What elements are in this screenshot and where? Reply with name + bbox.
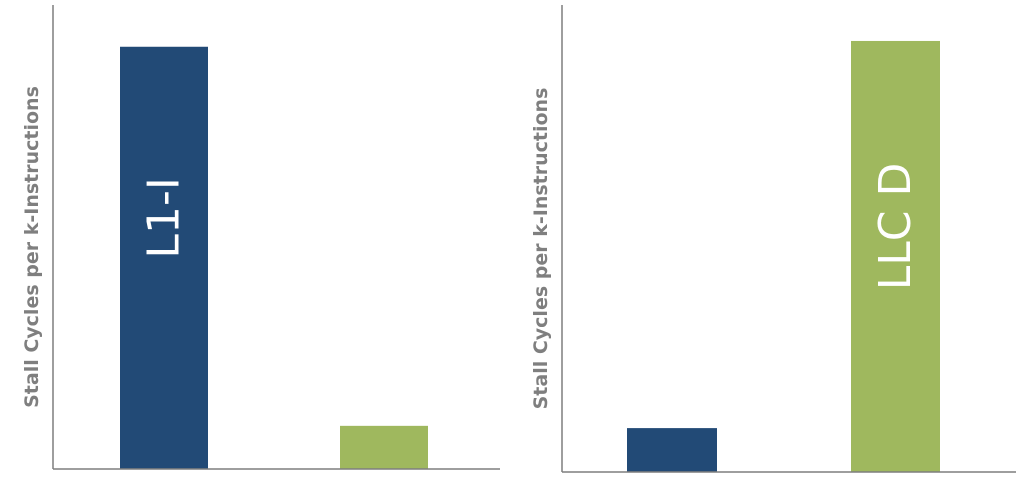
chart-panel-2: LLC D Stall Cycles per k-Instructions [530,5,1016,473]
bar-label: L1-I [139,177,190,258]
bar-1-2 [340,425,428,469]
y-axis-label: Stall Cycles per k-Instructions [21,86,43,408]
bar-2-2 [851,40,940,473]
bar-1-1 [120,46,208,469]
chart-panel-1: L1-I Stall Cycles per k-Instructions [21,5,500,470]
y-axis-label: Stall Cycles per k-Instructions [530,88,552,410]
bar-2-1 [627,428,717,472]
bar-label: LLC D [870,163,921,291]
